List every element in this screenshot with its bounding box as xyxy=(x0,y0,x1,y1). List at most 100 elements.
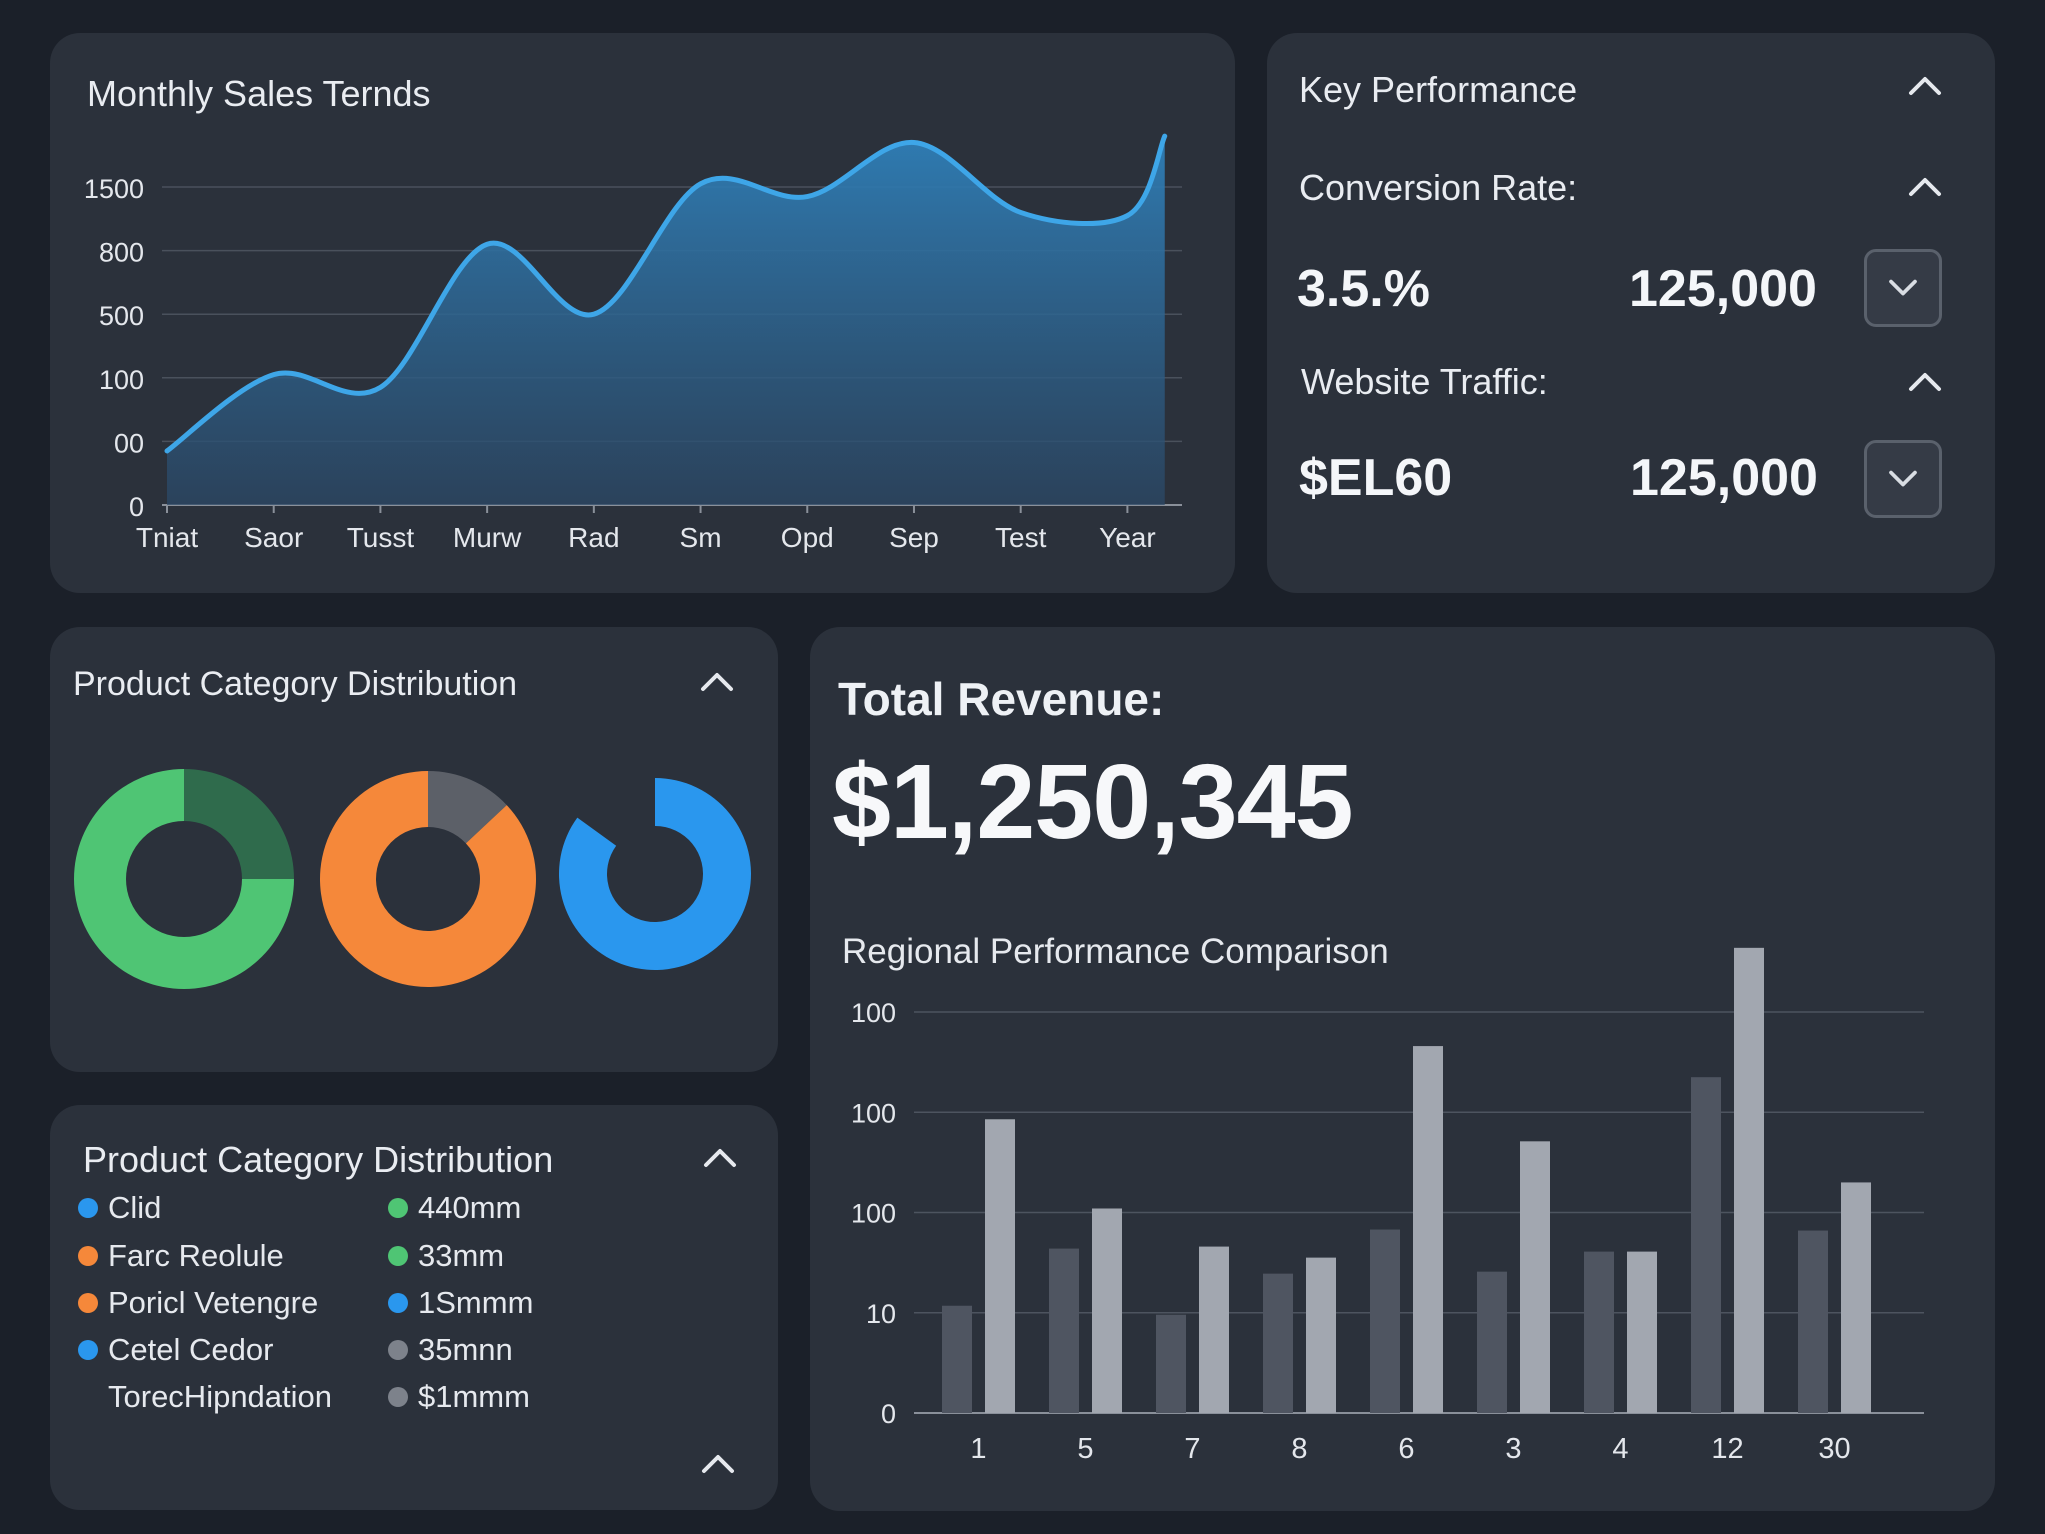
legend-item: 440mm xyxy=(388,1190,521,1226)
donut-segment xyxy=(184,769,294,879)
y-tick-label: 100 xyxy=(851,998,896,1028)
traffic-dropdown-button[interactable] xyxy=(1864,440,1942,518)
legend-label: TorecHipndation xyxy=(108,1379,333,1414)
donut-segment xyxy=(74,769,294,989)
legend-card-title: Product Category Distribution xyxy=(83,1139,554,1180)
legend-dot-icon xyxy=(388,1198,408,1218)
legend-label: 35mnn xyxy=(418,1332,513,1367)
legend-footer-chevron-up-icon[interactable] xyxy=(698,1445,738,1485)
bar xyxy=(1841,1182,1871,1413)
kpi-title: Key Performance xyxy=(1299,69,1578,110)
monthly-sales-card: Monthly Sales Ternds 1500 800 500 100 00 0 Tni… xyxy=(50,33,1235,593)
donut-segment xyxy=(320,771,536,987)
legend-label: 1Smmm xyxy=(418,1285,534,1320)
conversion-chevron-up-icon[interactable] xyxy=(1905,168,1945,208)
x-tick-label: Tusst xyxy=(347,522,415,553)
bar xyxy=(985,1119,1015,1413)
x-tick-label: Test xyxy=(995,522,1047,553)
collapse-kpi-chevron-up-icon[interactable] xyxy=(1905,67,1945,107)
legend-item: 33mm xyxy=(388,1238,504,1274)
sales-area-fill xyxy=(167,136,1165,505)
x-tick-label: Murw xyxy=(453,522,522,553)
website-traffic-label: Website Traffic: xyxy=(1301,361,1548,402)
legend-label: $1mmm xyxy=(418,1379,530,1414)
bar xyxy=(1691,1077,1721,1413)
y-tick-label: 100 xyxy=(851,1098,896,1128)
legend-item: Cetel Cedor xyxy=(78,1332,273,1368)
x-tick-label: Sep xyxy=(889,522,939,553)
bar xyxy=(1263,1273,1293,1413)
collapse-legend-chevron-up-icon[interactable] xyxy=(700,1139,740,1179)
y-tick-label: 00 xyxy=(114,428,144,458)
regional-bar-chart-title: Regional Performance Comparison xyxy=(842,932,1389,971)
legend-dot-icon xyxy=(388,1246,408,1266)
conversion-dropdown-button[interactable] xyxy=(1864,249,1942,327)
bar xyxy=(1049,1248,1079,1413)
legend-item: Poricl Vetengre xyxy=(78,1285,318,1321)
conversion-rate-label: Conversion Rate: xyxy=(1299,167,1578,208)
category-donut-charts xyxy=(74,769,751,989)
x-tick-label: Year xyxy=(1099,522,1156,553)
total-revenue-card: Total Revenue: $1,250,345 Regional Perfo… xyxy=(810,627,1995,1511)
key-performance-card: Key Performance Conversion Rate: 3.5.% 1… xyxy=(1267,33,1995,593)
x-tick-label: Tniat xyxy=(136,522,198,553)
legend-item: TorecHipndation xyxy=(78,1379,332,1415)
legend-item: 1Smmm xyxy=(388,1285,533,1321)
y-tick-label: 800 xyxy=(99,238,144,268)
legend-dot-icon xyxy=(78,1293,98,1313)
legend-dot-icon xyxy=(78,1246,98,1266)
donut-card-title: Product Category Distribution xyxy=(73,665,518,703)
product-category-legend-card: Product Category Distribution Clid Farc R… xyxy=(50,1105,778,1510)
y-tick-label: 500 xyxy=(99,301,144,331)
chevron-down-icon xyxy=(1889,279,1917,296)
legend-label: Poricl Vetengre xyxy=(108,1285,319,1320)
x-tick-label: Rad xyxy=(568,522,619,553)
legend-dot-icon xyxy=(388,1340,408,1360)
bar xyxy=(1520,1141,1550,1413)
y-tick-label: 100 xyxy=(851,1199,896,1229)
donut-segment xyxy=(559,778,751,970)
website-traffic-value: $EL60 xyxy=(1299,449,1453,507)
bar xyxy=(1370,1229,1400,1413)
bar xyxy=(1156,1314,1186,1413)
conversion-secondary-value: 125,000 xyxy=(1629,260,1817,318)
bar xyxy=(1413,1046,1443,1413)
legend-label: 440mm xyxy=(418,1190,522,1225)
legend-label: Cetel Cedor xyxy=(108,1332,274,1367)
bar xyxy=(1199,1246,1229,1413)
legend-item: Clid xyxy=(78,1190,161,1226)
x-tick-label: 7 xyxy=(1184,1433,1200,1465)
bar xyxy=(1798,1230,1828,1413)
product-category-donut-card: Product Category Distribution xyxy=(50,627,778,1072)
legend-dot-icon xyxy=(78,1340,98,1360)
legend-dot-icon xyxy=(388,1293,408,1313)
y-tick-label: 10 xyxy=(866,1299,896,1329)
x-tick-label: Opd xyxy=(781,522,834,553)
bar xyxy=(1627,1251,1657,1413)
collapse-donut-chevron-up-icon[interactable] xyxy=(697,663,737,703)
bar xyxy=(1092,1208,1122,1413)
total-revenue-label: Total Revenue: xyxy=(838,673,1165,725)
bar xyxy=(1584,1251,1614,1413)
traffic-chevron-up-icon[interactable] xyxy=(1905,363,1945,403)
x-tick-label: Saor xyxy=(244,522,303,553)
legend-dot-icon xyxy=(78,1387,98,1407)
legend-label: 33mm xyxy=(418,1238,505,1273)
legend-label: Clid xyxy=(108,1190,162,1225)
total-revenue-value: $1,250,345 xyxy=(832,743,1354,861)
x-tick-label: 3 xyxy=(1505,1433,1521,1465)
x-tick-label: 6 xyxy=(1398,1433,1414,1465)
sales-chart-title: Monthly Sales Ternds xyxy=(87,73,431,114)
y-tick-label: 100 xyxy=(99,365,144,395)
legend-dot-icon xyxy=(78,1198,98,1218)
sales-line xyxy=(164,133,1168,454)
legend-item: 35mnn xyxy=(388,1332,513,1368)
donut-segment xyxy=(428,771,507,844)
x-tick-label: 8 xyxy=(1291,1433,1307,1465)
y-tick-label: 1500 xyxy=(84,174,144,204)
y-tick-label: 0 xyxy=(129,492,144,522)
conversion-rate-value: 3.5.% xyxy=(1297,260,1430,318)
x-tick-label: 1 xyxy=(970,1433,986,1465)
